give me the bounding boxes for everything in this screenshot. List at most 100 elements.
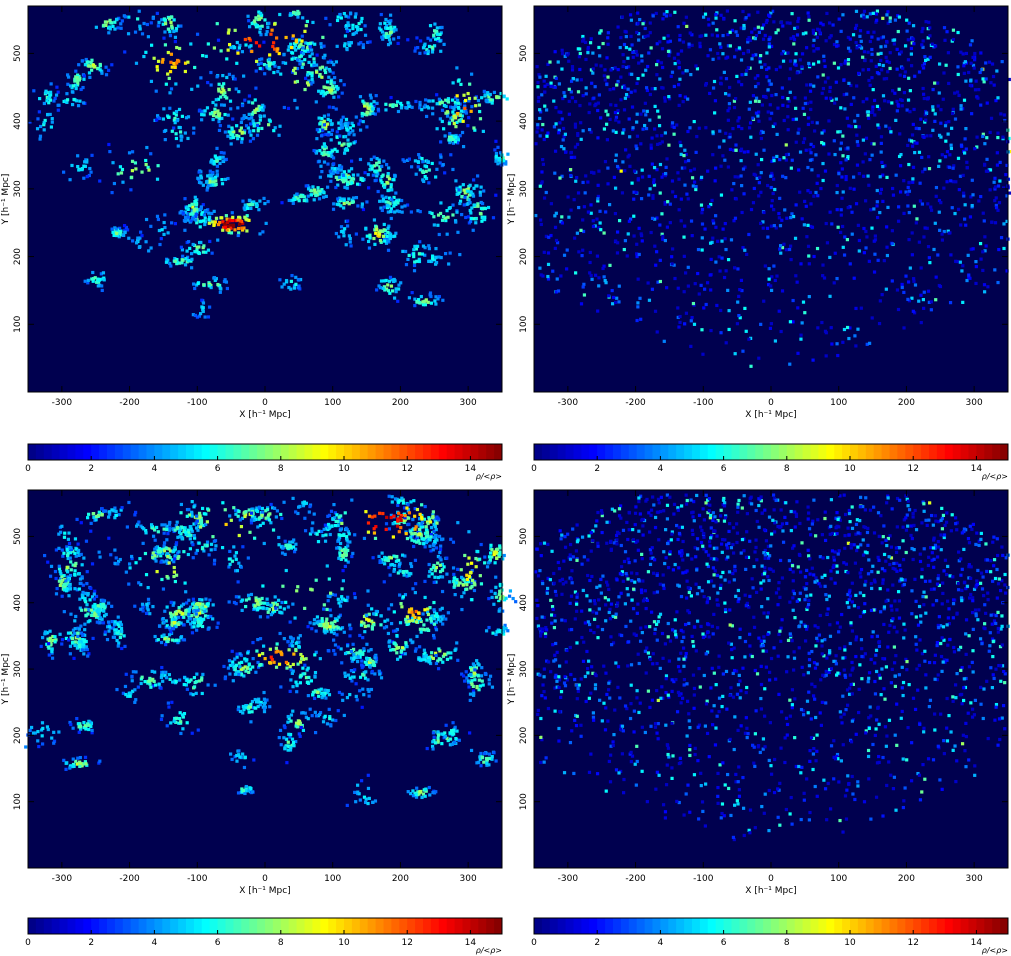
density-cell — [107, 68, 111, 72]
density-cell — [921, 45, 925, 49]
density-cell — [152, 56, 156, 60]
density-cell — [234, 218, 238, 223]
density-cell — [322, 160, 327, 164]
density-cell — [76, 81, 80, 85]
density-cell — [319, 134, 324, 138]
density-cell — [776, 106, 780, 110]
density-cell — [761, 37, 766, 41]
density-cell — [448, 137, 452, 141]
density-cell — [418, 645, 422, 649]
density-cell — [629, 18, 634, 22]
density-cell — [677, 208, 681, 212]
density-cell — [202, 549, 206, 553]
density-cell — [786, 128, 790, 132]
density-cell — [843, 61, 847, 65]
density-cell — [637, 32, 641, 36]
density-cell — [192, 208, 196, 212]
density-cell — [299, 54, 303, 58]
density-cell — [909, 64, 914, 68]
density-cell — [538, 108, 542, 112]
density-cell — [168, 611, 173, 615]
density-cell — [252, 129, 256, 133]
density-cell — [591, 71, 595, 75]
density-cell — [196, 251, 200, 255]
density-cell — [942, 26, 947, 30]
density-cell — [635, 254, 639, 259]
density-cell — [462, 93, 466, 97]
density-cell — [840, 167, 844, 171]
density-cell — [598, 209, 602, 213]
density-cell — [28, 120, 32, 124]
density-cell — [763, 264, 767, 268]
colorbar-segment — [28, 444, 37, 460]
density-cell — [951, 166, 955, 170]
density-cell — [884, 124, 888, 128]
density-cell — [438, 649, 442, 653]
density-cell — [448, 140, 452, 145]
density-cell — [362, 795, 367, 799]
density-cell — [906, 58, 911, 62]
density-cell — [839, 141, 843, 145]
density-cell — [458, 201, 462, 206]
density-cell — [414, 247, 418, 251]
density-cell — [626, 87, 630, 91]
density-cell — [886, 100, 890, 104]
density-cell — [714, 166, 718, 170]
density-cell — [414, 172, 418, 176]
density-cell — [250, 21, 254, 26]
density-cell — [217, 82, 221, 86]
density-cell — [306, 49, 310, 54]
density-cell — [305, 73, 310, 77]
density-cell — [711, 221, 716, 225]
density-cell — [367, 796, 371, 801]
density-cell — [970, 112, 974, 116]
density-cell — [770, 171, 774, 176]
density-cell — [404, 106, 408, 110]
density-cell — [850, 232, 854, 236]
density-cell — [331, 86, 336, 91]
density-cell — [90, 58, 94, 62]
density-cell — [865, 97, 869, 101]
density-cell — [201, 203, 205, 207]
density-cell — [456, 101, 460, 105]
density-cell — [549, 81, 553, 85]
density-cell — [612, 175, 616, 179]
density-cell — [360, 111, 364, 116]
density-cell — [216, 282, 220, 287]
density-cell — [191, 602, 195, 606]
density-cell — [214, 156, 218, 160]
density-cell — [323, 68, 327, 72]
density-cell — [904, 274, 908, 278]
density-cell — [687, 42, 691, 46]
density-cell — [343, 134, 348, 139]
density-cell — [887, 60, 891, 65]
density-cell — [188, 204, 192, 208]
density-cell — [206, 208, 210, 212]
density-cell — [628, 72, 632, 76]
density-cell — [718, 129, 722, 133]
density-cell — [640, 168, 644, 172]
density-cell — [678, 140, 682, 144]
density-cell — [183, 131, 187, 135]
density-cell — [348, 126, 353, 130]
colorbar-segment — [296, 444, 305, 460]
density-cell — [535, 65, 539, 69]
density-cell — [676, 25, 680, 29]
density-cell — [637, 252, 641, 257]
density-cell — [742, 192, 746, 196]
density-cell — [185, 212, 189, 216]
density-cell — [635, 252, 639, 256]
density-cell — [427, 247, 431, 251]
density-cell — [199, 519, 204, 523]
density-cell — [396, 287, 401, 291]
density-cell — [780, 246, 785, 250]
density-cell — [167, 625, 171, 629]
density-cell — [134, 167, 138, 171]
density-cell — [692, 180, 697, 184]
density-cell — [45, 112, 50, 117]
density-cell — [439, 140, 443, 144]
density-cell — [377, 26, 382, 30]
density-cell — [311, 185, 315, 189]
density-cell — [652, 183, 657, 187]
density-cell — [150, 43, 154, 47]
